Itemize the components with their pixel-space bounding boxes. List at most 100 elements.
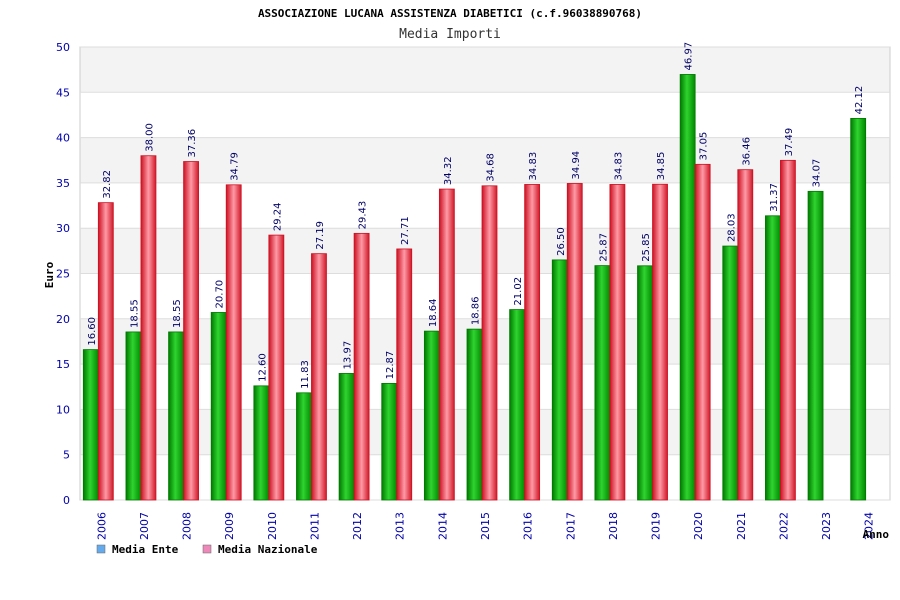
y-tick-label: 45: [56, 86, 70, 99]
x-tick-label: 2012: [351, 512, 364, 540]
x-tick-label: 2023: [820, 512, 833, 540]
data-label: 42.12: [854, 86, 865, 115]
data-label: 18.86: [471, 296, 482, 325]
x-tick-label: 2021: [735, 512, 748, 540]
bar-media-nazionale-2012: [353, 232, 370, 501]
legend-label-media-nazionale: Media Nazionale: [218, 543, 318, 556]
bar-media-nazionale-2015: [481, 185, 498, 501]
x-tick-label: 2018: [607, 512, 620, 540]
data-label: 18.55: [172, 299, 183, 328]
bar-media-nazionale-2021: [737, 169, 754, 501]
bar-media-nazionale-2006: [97, 202, 114, 501]
data-label: 34.94: [571, 151, 582, 180]
data-label: 16.60: [87, 317, 98, 346]
bar-media-nazionale-2008: [183, 161, 199, 501]
x-tick-label: 2007: [138, 512, 151, 540]
data-label: 13.97: [343, 341, 354, 370]
bar-media-ente-2010: [253, 385, 270, 501]
data-label: 18.55: [129, 299, 140, 328]
x-tick-label: 2016: [522, 512, 535, 540]
bar-media-ente-2011: [296, 392, 312, 501]
data-label: 27.71: [400, 216, 411, 245]
grid-band: [80, 47, 890, 93]
bar-media-nazionale-2010: [268, 234, 285, 501]
legend-swatch-media-ente: [96, 544, 106, 554]
bar-media-nazionale-2019: [652, 183, 668, 501]
y-tick-label: 10: [56, 403, 70, 416]
data-label: 31.37: [769, 183, 780, 212]
data-label: 37.05: [699, 132, 710, 161]
bar-media-nazionale-2014: [438, 188, 455, 501]
bar-media-ente-2007: [125, 331, 142, 501]
x-tick-label: 2020: [692, 512, 705, 540]
legend: Media Ente Media Nazionale: [96, 543, 318, 556]
bar-media-ente-2018: [594, 265, 611, 501]
data-label: 46.97: [684, 42, 695, 71]
data-label: 34.85: [656, 152, 667, 181]
y-axis-ticks: 0 5 10 15 20 25 30 35 40 45 50: [56, 41, 70, 507]
legend-label-media-ente: Media Ente: [112, 543, 179, 556]
bar-media-ente-2020: [679, 74, 696, 501]
x-axis-label: Anno: [863, 528, 890, 541]
bar-media-ente-2023: [807, 190, 824, 501]
bar-media-nazionale-2011: [311, 253, 327, 501]
bar-media-ente-2015: [466, 328, 483, 501]
bar-media-nazionale-2016: [524, 184, 541, 501]
x-tick-label: 2010: [266, 512, 279, 540]
data-label: 20.70: [215, 280, 226, 309]
x-tick-label: 2022: [777, 512, 790, 540]
data-label: 26.50: [556, 227, 567, 256]
data-label: 34.32: [443, 156, 454, 185]
data-label: 25.87: [598, 233, 609, 262]
x-tick-label: 2015: [479, 512, 492, 540]
bar-media-ente-2021: [722, 245, 739, 501]
bar-media-ente-2006: [82, 349, 99, 501]
x-tick-label: 2014: [436, 512, 449, 540]
data-label: 38.00: [144, 123, 155, 152]
legend-item-media-ente: Media Ente: [96, 543, 179, 556]
bar-media-nazionale-2022: [780, 159, 796, 501]
data-label: 12.87: [385, 351, 396, 380]
bar-media-ente-2008: [168, 331, 184, 501]
data-label: 34.07: [812, 159, 823, 188]
y-tick-label: 30: [56, 222, 70, 235]
bar-media-nazionale-2017: [566, 183, 583, 501]
y-tick-label: 40: [56, 132, 70, 145]
data-labels: 16.60 32.82 18.55 38.00 18.55 37.36 20.70 34.79…: [87, 42, 865, 389]
data-label: 36.46: [741, 137, 752, 166]
data-label: 29.43: [358, 201, 369, 230]
x-tick-label: 2008: [181, 512, 194, 540]
data-label: 28.03: [726, 213, 737, 242]
y-tick-label: 35: [56, 177, 70, 190]
data-label: 11.83: [300, 360, 311, 389]
x-axis-ticks: 2006 2007 2008 2009 2010 2011 2012 2013 2014 2015…: [95, 512, 875, 540]
legend-item-media-nazionale: Media Nazionale: [202, 543, 318, 556]
chart-title: ASSOCIAZIONE LUCANA ASSISTENZA DIABETICI…: [258, 7, 642, 20]
data-label: 25.85: [641, 233, 652, 262]
y-tick-label: 15: [56, 358, 70, 371]
x-tick-label: 2017: [564, 512, 577, 540]
data-label: 32.82: [102, 170, 113, 199]
data-label: 37.36: [187, 129, 198, 158]
bar-media-nazionale-2013: [396, 248, 413, 501]
bar-media-nazionale-2018: [609, 184, 626, 501]
bar-media-ente-2024: [850, 117, 867, 501]
y-tick-label: 5: [63, 449, 70, 462]
bar-media-ente-2009: [210, 312, 227, 501]
bar-media-nazionale-2020: [694, 163, 711, 501]
bar-media-ente-2022: [765, 215, 781, 501]
data-label: 34.68: [486, 153, 497, 182]
x-tick-label: 2013: [394, 512, 407, 540]
bar-media-ente-2014: [423, 330, 440, 501]
bar-media-ente-2016: [509, 309, 526, 501]
data-label: 37.49: [784, 128, 795, 157]
x-tick-label: 2009: [223, 512, 236, 540]
bar-media-nazionale-2009: [225, 184, 242, 501]
bar-media-nazionale-2007: [140, 155, 157, 501]
x-tick-label: 2024: [863, 512, 876, 540]
data-label: 34.83: [528, 152, 539, 181]
data-label: 18.64: [428, 298, 439, 327]
chart-subtitle: Media Importi: [399, 27, 501, 42]
grid-band: [80, 137, 890, 183]
